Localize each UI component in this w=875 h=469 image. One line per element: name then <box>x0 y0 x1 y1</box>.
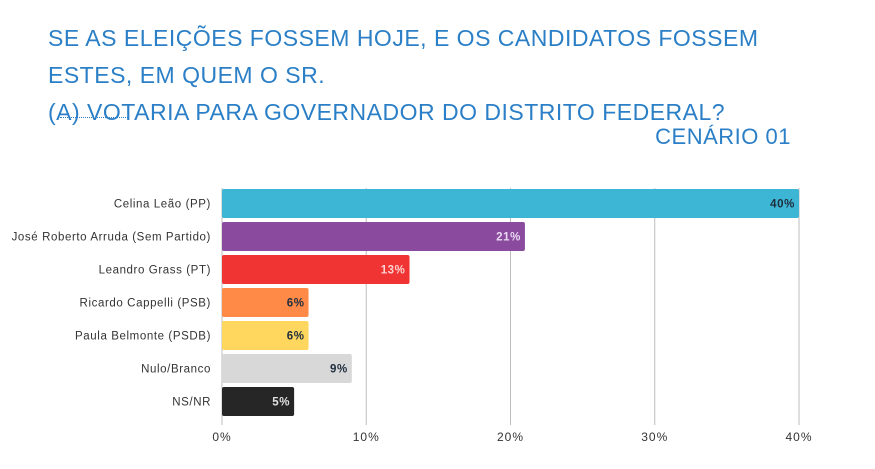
data-label: 21% <box>496 232 521 244</box>
chart-title: SE AS ELEIÇÕES FOSSEM HOJE, E OS CANDIDA… <box>48 20 848 131</box>
data-label: 5% <box>272 397 290 409</box>
category-label: Celina Leão (PP) <box>114 199 211 211</box>
data-label: 6% <box>287 298 305 310</box>
bar <box>222 189 799 218</box>
scenario-label: CENÁRIO 01 <box>655 124 791 149</box>
bar <box>222 222 525 251</box>
data-label: 9% <box>330 364 348 376</box>
x-tick-label: 20% <box>497 430 524 444</box>
x-tick-label: 40% <box>785 430 812 444</box>
bar <box>222 288 309 317</box>
x-tick-label: 10% <box>353 430 380 444</box>
category-label: José Roberto Arruda (Sem Partido) <box>12 232 211 244</box>
category-label: Nulo/Branco <box>141 364 211 376</box>
x-tick-label: 0% <box>212 430 231 444</box>
data-label: 6% <box>287 331 305 343</box>
category-label: Paula Belmonte (PSDB) <box>75 331 211 343</box>
bar <box>222 387 295 416</box>
category-label: Ricardo Cappelli (PSB) <box>80 298 211 310</box>
category-label: NS/NR <box>172 397 211 409</box>
bar <box>222 354 352 383</box>
data-label: 40% <box>770 199 795 211</box>
chart-title-line-1: SE AS ELEIÇÕES FOSSEM HOJE, E OS CANDIDA… <box>48 25 759 88</box>
title-divider <box>60 117 128 118</box>
bar <box>222 255 410 284</box>
x-tick-label: 30% <box>641 430 668 444</box>
bar <box>222 321 309 350</box>
chart-title-line-2: (A) VOTARIA PARA GOVERNADOR DO DISTRITO … <box>48 99 726 125</box>
data-label: 13% <box>381 265 406 277</box>
category-label: Leandro Grass (PT) <box>99 265 211 277</box>
